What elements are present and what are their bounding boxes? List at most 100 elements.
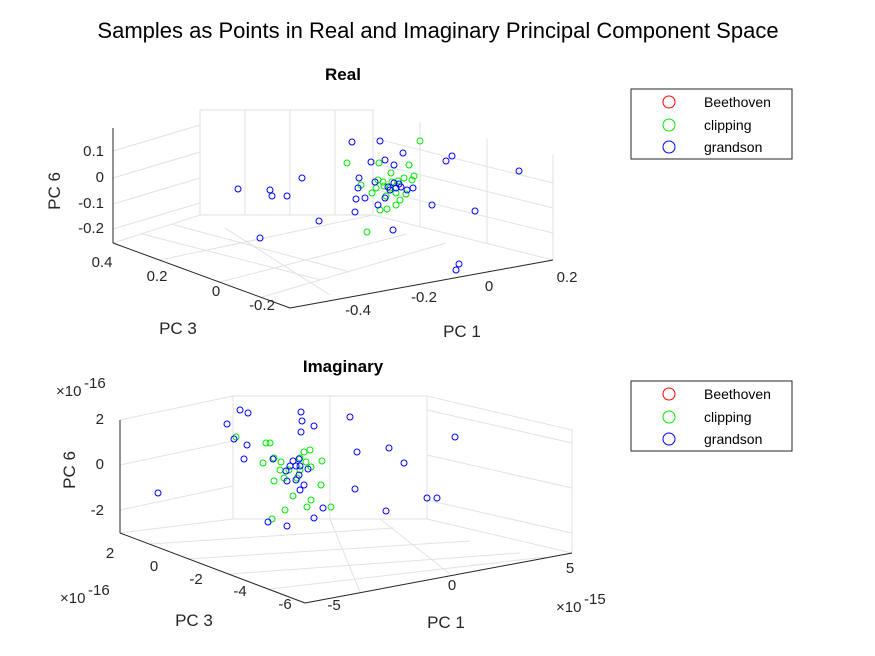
imaginary-y-exponent: ×10 -16	[60, 582, 110, 607]
point-clipping	[276, 466, 284, 474]
imaginary-z-label: PC 6	[60, 451, 79, 489]
real-z-label: PC 6	[45, 172, 64, 210]
point-grandson	[423, 494, 431, 502]
real-x-tick: -0.2	[411, 289, 437, 306]
point-grandson	[296, 462, 304, 470]
point-clipping	[259, 459, 267, 467]
point-grandson	[283, 522, 291, 530]
point-clipping	[368, 189, 376, 197]
imaginary-x-exponent-base: ×10	[556, 599, 581, 616]
point-clipping	[318, 457, 326, 465]
point-grandson	[243, 441, 251, 449]
point-grandson	[236, 406, 244, 414]
point-clipping	[379, 178, 387, 186]
real-x-tick: 0	[485, 278, 493, 295]
point-grandson	[381, 156, 389, 164]
imaginary-y-tick: 2	[106, 545, 114, 562]
point-clipping	[296, 454, 304, 462]
imaginary-z-tick: 2	[96, 411, 104, 428]
point-grandson	[300, 481, 308, 489]
point-grandson	[354, 184, 362, 192]
imaginary-x-tick: 5	[566, 560, 574, 577]
point-grandson	[428, 201, 436, 209]
point-grandson	[389, 226, 397, 234]
point-clipping	[270, 477, 278, 485]
imaginary-x-label: PC 1	[427, 613, 465, 632]
point-grandson	[234, 185, 242, 193]
point-grandson	[286, 462, 294, 470]
point-clipping	[402, 190, 410, 198]
point-clipping	[396, 196, 404, 204]
point-grandson	[442, 157, 450, 165]
point-grandson	[352, 195, 360, 203]
real-z-tick: 0	[96, 169, 104, 186]
point-clipping	[400, 174, 408, 182]
point-clipping	[327, 503, 335, 511]
point-grandson	[298, 174, 306, 182]
point-grandson	[346, 413, 354, 421]
point-grandson	[451, 433, 459, 441]
imaginary-y-tick: -2	[189, 571, 202, 588]
point-clipping	[303, 503, 311, 511]
imaginary-gridlines	[119, 395, 573, 604]
point-grandson	[400, 459, 408, 467]
point-clipping	[262, 439, 270, 447]
point-clipping	[300, 448, 308, 456]
point-grandson	[448, 152, 456, 160]
point-clipping	[296, 466, 304, 474]
point-grandson	[296, 486, 304, 494]
legend-marker-beethoven	[662, 95, 676, 109]
point-clipping	[363, 228, 371, 236]
real-legend-box	[630, 88, 793, 160]
real-x-ticks: -0.4 -0.2 0 0.2	[345, 269, 577, 319]
point-grandson	[515, 167, 523, 175]
point-clipping	[405, 161, 413, 169]
real-legend[interactable]: Beethoven clipping grandson	[630, 88, 793, 160]
imaginary-points	[154, 406, 459, 530]
point-grandson	[353, 448, 361, 456]
point-grandson	[319, 504, 327, 512]
imaginary-legend[interactable]: Beethoven clipping grandson	[630, 380, 793, 452]
real-points	[234, 137, 523, 274]
point-grandson	[455, 260, 463, 268]
real-x-label: PC 1	[443, 322, 481, 341]
imaginary-title: Imaginary	[303, 357, 384, 376]
point-grandson	[381, 194, 389, 202]
real-y-ticks: 0.4 0.2 0 -0.2	[92, 254, 275, 314]
imaginary-axes	[119, 420, 573, 604]
point-grandson	[282, 467, 290, 475]
imaginary-y-tick: -6	[278, 596, 291, 613]
subplot-real: Real 0.1 0 -0.1 -0.2	[45, 65, 793, 341]
imaginary-x-ticks: -5 0 5	[327, 560, 574, 614]
real-gridlines	[112, 109, 554, 309]
point-grandson	[348, 138, 356, 146]
real-axes	[112, 128, 554, 309]
imaginary-z-exponent: ×10 -16	[56, 375, 106, 400]
point-grandson	[367, 158, 375, 166]
point-grandson	[230, 435, 238, 443]
real-x-tick: 0.2	[557, 269, 578, 286]
imaginary-y-tick: -4	[233, 583, 246, 600]
point-grandson	[376, 137, 384, 145]
point-grandson	[399, 149, 407, 157]
point-grandson	[374, 201, 382, 209]
point-grandson	[310, 422, 318, 430]
point-grandson	[256, 234, 264, 242]
subplot-imaginary: Imaginary 2 0 -2 ×10 -16 2 0	[56, 357, 793, 632]
imaginary-legend-entry: Beethoven	[704, 386, 771, 402]
point-grandson	[154, 489, 162, 497]
point-grandson	[283, 477, 291, 485]
point-clipping	[410, 172, 418, 180]
point-clipping	[383, 205, 391, 213]
point-grandson	[385, 444, 393, 452]
point-grandson	[395, 180, 403, 188]
point-grandson	[289, 457, 297, 465]
point-grandson	[240, 455, 248, 463]
point-grandson	[384, 183, 392, 191]
imaginary-z-exponent-power: -16	[84, 375, 106, 392]
imaginary-y-ticks: 2 0 -2 -4 -6	[106, 545, 292, 613]
point-clipping	[380, 182, 388, 190]
point-grandson	[295, 455, 303, 463]
point-clipping	[387, 169, 395, 177]
